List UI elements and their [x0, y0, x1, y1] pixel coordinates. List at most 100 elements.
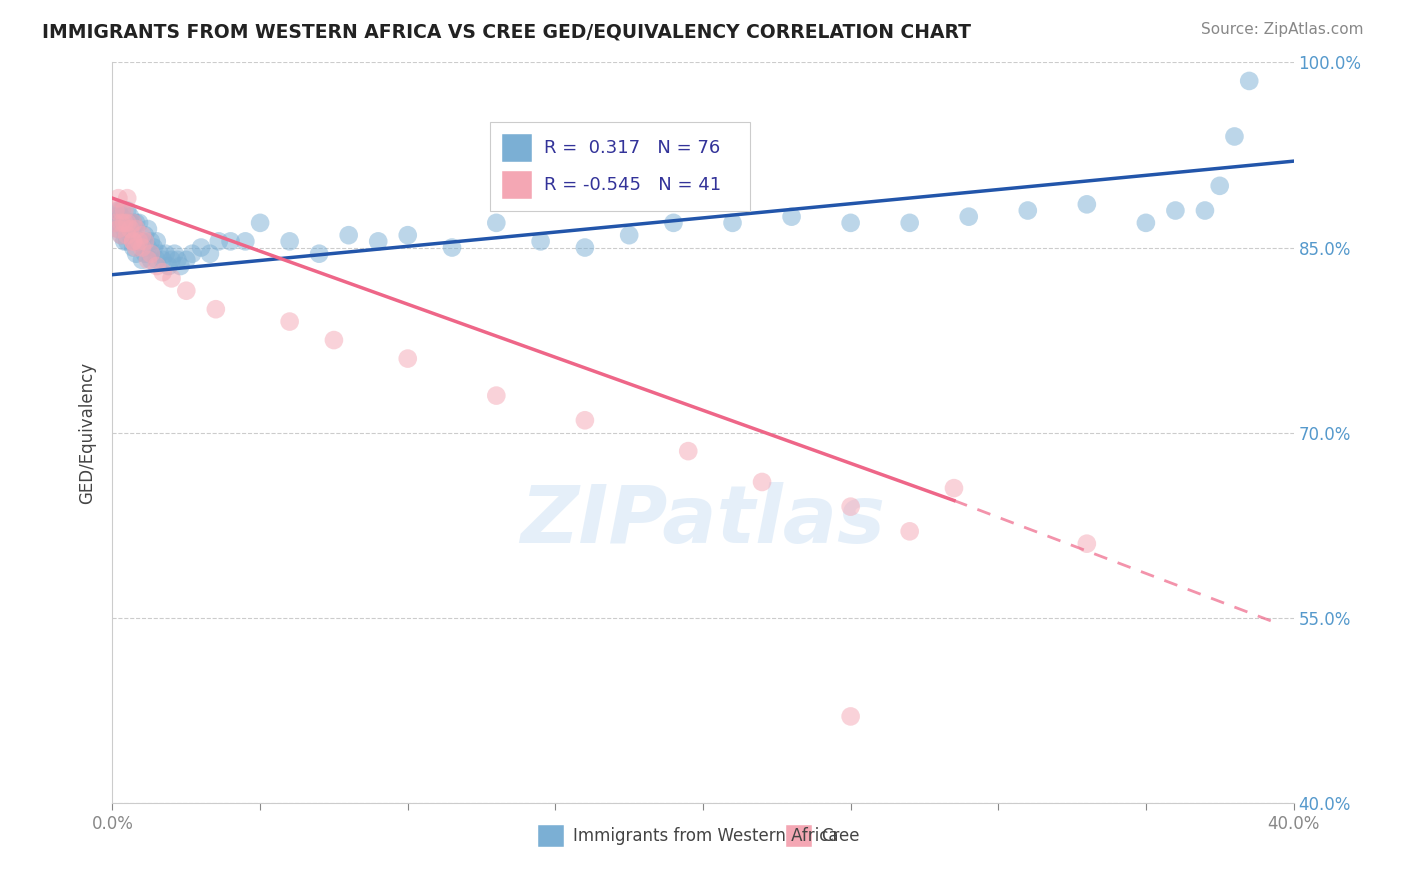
Point	[128, 235, 150, 249]
Point	[337, 228, 360, 243]
Point	[152, 265, 174, 279]
Point	[112, 235, 135, 249]
Point	[112, 222, 135, 236]
Point	[751, 475, 773, 489]
Point	[139, 246, 162, 260]
FancyBboxPatch shape	[502, 135, 531, 162]
Point	[208, 235, 231, 249]
Point	[619, 228, 641, 243]
Text: Cree: Cree	[821, 827, 859, 845]
Point	[721, 216, 744, 230]
Point	[112, 216, 135, 230]
Point	[125, 235, 148, 249]
Point	[110, 210, 132, 224]
Point	[125, 222, 148, 236]
Point	[131, 252, 153, 267]
Point	[529, 235, 551, 249]
Point	[122, 216, 145, 230]
Point	[134, 246, 156, 260]
Point	[174, 284, 197, 298]
Point	[146, 252, 169, 267]
Point	[278, 235, 301, 249]
Point	[190, 240, 212, 255]
Point	[323, 333, 346, 347]
FancyBboxPatch shape	[491, 121, 751, 211]
Point	[898, 216, 921, 230]
Point	[898, 524, 921, 539]
Point	[107, 222, 129, 236]
Point	[125, 246, 148, 260]
Text: R =  0.317   N = 76: R = 0.317 N = 76	[544, 139, 720, 157]
Point	[1135, 216, 1157, 230]
Point	[160, 271, 183, 285]
Point	[574, 413, 596, 427]
FancyBboxPatch shape	[502, 171, 531, 200]
Point	[122, 216, 145, 230]
Point	[107, 216, 129, 230]
Point	[120, 210, 142, 224]
Point	[110, 216, 132, 230]
Point	[198, 246, 221, 260]
Point	[139, 235, 162, 249]
Point	[149, 246, 172, 260]
Point	[134, 228, 156, 243]
Point	[839, 709, 862, 723]
Point	[174, 252, 197, 267]
Point	[396, 228, 419, 243]
Point	[441, 240, 464, 255]
Point	[1076, 197, 1098, 211]
Point	[122, 240, 145, 255]
Point	[128, 216, 150, 230]
FancyBboxPatch shape	[786, 825, 811, 847]
Point	[139, 252, 162, 267]
Point	[104, 203, 127, 218]
Point	[278, 314, 301, 328]
Point	[122, 228, 145, 243]
Point	[1239, 74, 1261, 88]
Point	[107, 222, 129, 236]
Point	[112, 216, 135, 230]
Point	[131, 228, 153, 243]
Point	[574, 240, 596, 255]
Y-axis label: GED/Equivalency: GED/Equivalency	[79, 361, 97, 504]
Point	[957, 210, 980, 224]
Point	[104, 216, 127, 230]
Point	[233, 235, 256, 249]
Point	[485, 216, 508, 230]
Point	[163, 246, 186, 260]
Point	[120, 228, 142, 243]
Point	[117, 216, 138, 230]
FancyBboxPatch shape	[537, 825, 564, 847]
Text: Source: ZipAtlas.com: Source: ZipAtlas.com	[1201, 22, 1364, 37]
Point	[107, 191, 129, 205]
Point	[120, 216, 142, 230]
Point	[117, 228, 138, 243]
Point	[146, 259, 169, 273]
Point	[249, 216, 271, 230]
Point	[942, 481, 965, 495]
Point	[1017, 203, 1039, 218]
Point	[131, 235, 153, 249]
Point	[1194, 203, 1216, 218]
Point	[152, 252, 174, 267]
Point	[104, 210, 127, 224]
Point	[1076, 537, 1098, 551]
Point	[117, 235, 138, 249]
Point	[780, 210, 803, 224]
Text: IMMIGRANTS FROM WESTERN AFRICA VS CREE GED/EQUIVALENCY CORRELATION CHART: IMMIGRANTS FROM WESTERN AFRICA VS CREE G…	[42, 22, 972, 41]
Point	[169, 259, 191, 273]
Point	[160, 252, 183, 267]
Point	[839, 500, 862, 514]
Point	[128, 235, 150, 249]
Point	[125, 216, 148, 230]
Point	[1223, 129, 1246, 144]
Point	[839, 216, 862, 230]
Text: ZIPatlas: ZIPatlas	[520, 483, 886, 560]
Point	[122, 235, 145, 249]
Point	[136, 252, 159, 267]
Point	[117, 203, 138, 218]
Point	[146, 235, 169, 249]
Point	[142, 240, 165, 255]
Point	[134, 235, 156, 249]
Point	[110, 203, 132, 218]
